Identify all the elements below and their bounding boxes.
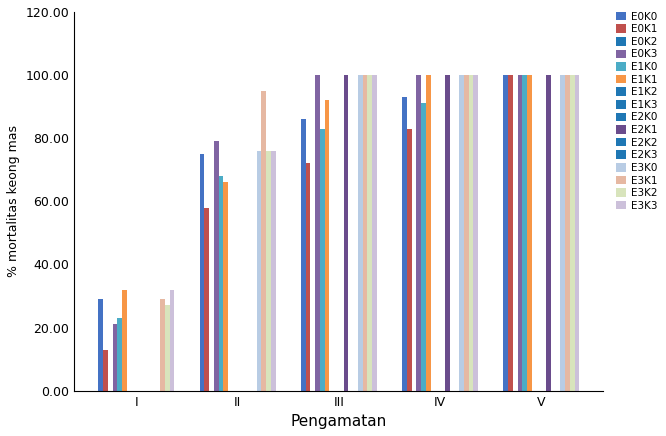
- X-axis label: Pengamatan: Pengamatan: [291, 414, 387, 429]
- Bar: [200, 154, 204, 391]
- Bar: [358, 75, 362, 391]
- Bar: [565, 75, 570, 391]
- Bar: [324, 100, 330, 391]
- Bar: [560, 75, 565, 391]
- Bar: [527, 75, 532, 391]
- Bar: [474, 75, 478, 391]
- Bar: [113, 324, 117, 391]
- Bar: [362, 75, 368, 391]
- Bar: [261, 91, 266, 391]
- Bar: [344, 75, 348, 391]
- Bar: [117, 318, 122, 391]
- Y-axis label: % mortalitas keong mas: % mortalitas keong mas: [7, 125, 20, 277]
- Bar: [99, 299, 103, 391]
- Bar: [416, 75, 421, 391]
- Bar: [160, 299, 165, 391]
- Bar: [204, 208, 209, 391]
- Bar: [372, 75, 377, 391]
- Bar: [165, 306, 170, 391]
- Bar: [445, 75, 450, 391]
- Bar: [575, 75, 579, 391]
- Bar: [306, 164, 310, 391]
- Bar: [170, 290, 174, 391]
- Bar: [256, 151, 261, 391]
- Bar: [508, 75, 513, 391]
- Bar: [402, 97, 407, 391]
- Bar: [320, 129, 324, 391]
- Bar: [517, 75, 522, 391]
- Bar: [218, 176, 223, 391]
- Bar: [214, 141, 218, 391]
- Bar: [503, 75, 508, 391]
- Bar: [464, 75, 469, 391]
- Bar: [426, 75, 431, 391]
- Bar: [570, 75, 575, 391]
- Bar: [421, 103, 426, 391]
- Bar: [546, 75, 551, 391]
- Bar: [271, 151, 276, 391]
- Bar: [266, 151, 271, 391]
- Bar: [103, 350, 108, 391]
- Bar: [315, 75, 320, 391]
- Bar: [522, 75, 527, 391]
- Bar: [122, 290, 127, 391]
- Bar: [407, 129, 412, 391]
- Legend: E0K0, E0K1, E0K2, E0K3, E1K0, E1K1, E1K2, E1K3, E2K0, E2K1, E2K2, E2K3, E3K0, E3: E0K0, E0K1, E0K2, E0K3, E1K0, E1K1, E1K2…: [614, 10, 659, 213]
- Bar: [223, 182, 228, 391]
- Bar: [459, 75, 464, 391]
- Bar: [368, 75, 372, 391]
- Bar: [469, 75, 474, 391]
- Bar: [301, 119, 306, 391]
